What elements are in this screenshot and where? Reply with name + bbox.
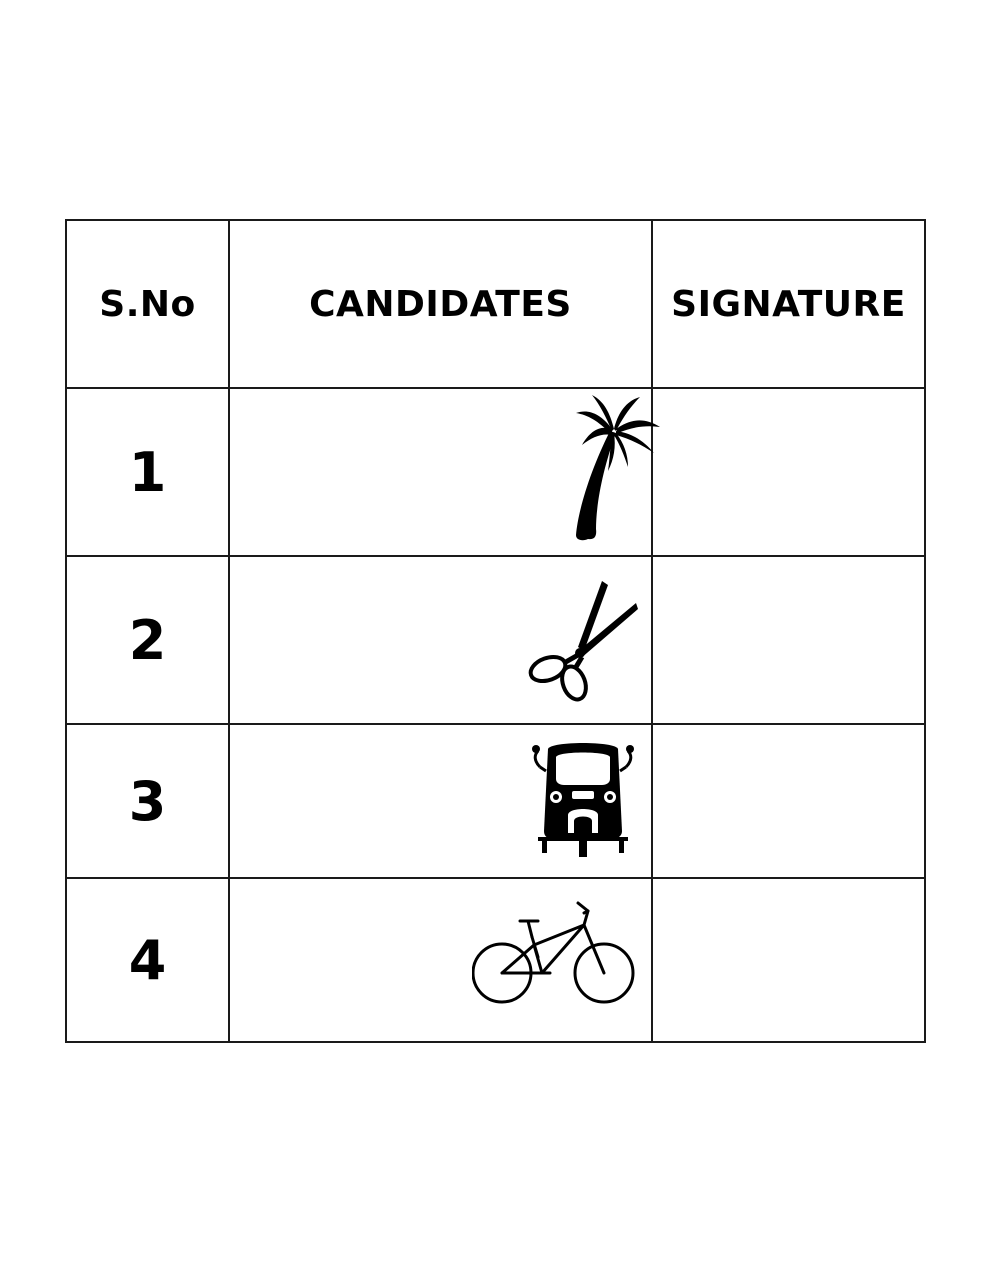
candidate-cell (228, 877, 653, 1043)
sno-header: S.No (65, 219, 230, 389)
candidate-cell (228, 387, 660, 557)
signature-header: SIGNATURE (651, 219, 926, 389)
table-row: 4 (65, 877, 926, 1043)
signature-cell[interactable] (651, 387, 926, 557)
candidate-cell (228, 555, 653, 725)
table-row: 1 (65, 387, 926, 557)
coconut-tree-icon (576, 395, 660, 541)
serial-number: 4 (65, 877, 230, 1043)
signature-cell[interactable] (651, 723, 926, 879)
ballot-table: S.No CANDIDATES SIGNATURE 1 (65, 219, 926, 1043)
serial-number: 3 (65, 723, 230, 879)
bicycle-icon (472, 901, 635, 1004)
signature-cell[interactable] (651, 877, 926, 1043)
serial-number: 2 (65, 555, 230, 725)
scissors-icon (528, 581, 638, 702)
candidate-cell (228, 723, 653, 879)
header-row: S.No CANDIDATES SIGNATURE (65, 219, 926, 389)
auto-rickshaw-icon (532, 743, 634, 857)
table-row: 2 (65, 555, 926, 725)
candidates-header: CANDIDATES (228, 219, 653, 389)
serial-number: 1 (65, 387, 230, 557)
table-row: 3 (65, 723, 926, 879)
signature-cell[interactable] (651, 555, 926, 725)
